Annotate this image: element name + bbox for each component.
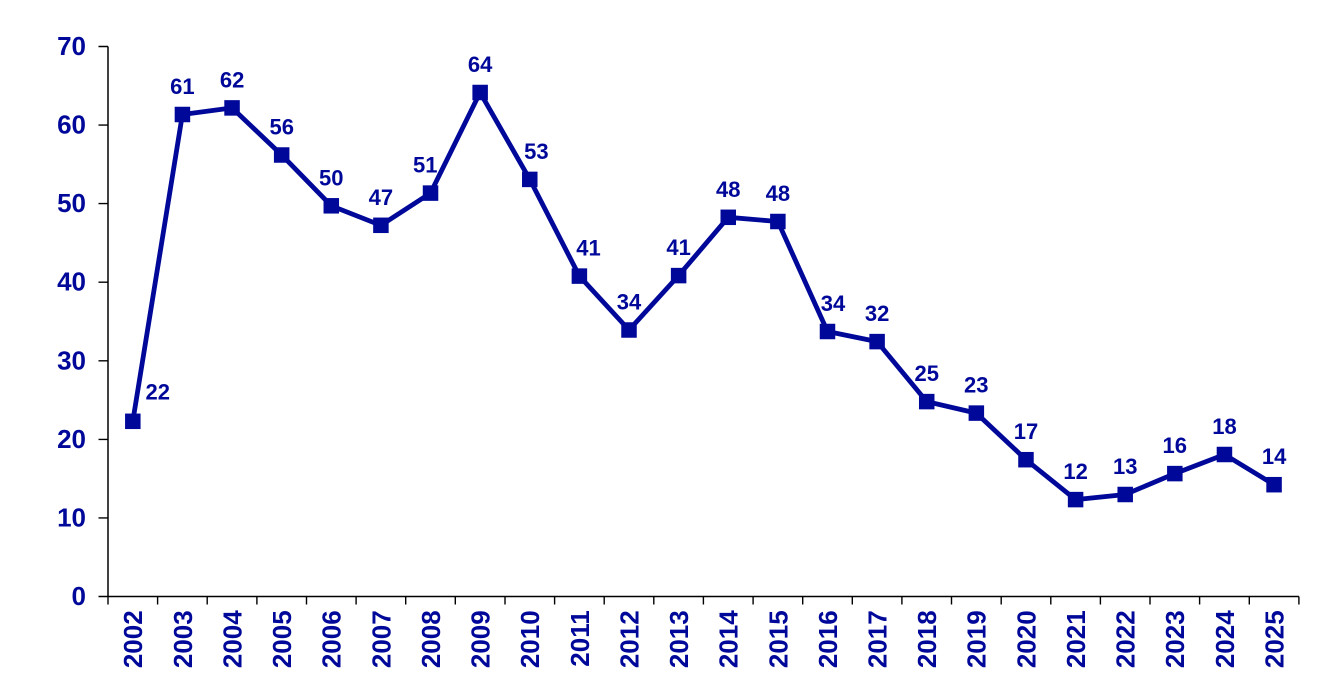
svg-text:48: 48 — [766, 181, 790, 206]
svg-text:2012: 2012 — [614, 610, 644, 668]
svg-text:2006: 2006 — [317, 610, 347, 668]
svg-text:13: 13 — [1113, 454, 1137, 479]
svg-text:2015: 2015 — [763, 610, 793, 668]
svg-text:2019: 2019 — [962, 610, 992, 668]
svg-text:61: 61 — [170, 74, 194, 99]
svg-text:41: 41 — [576, 236, 600, 261]
svg-text:2017: 2017 — [863, 610, 893, 668]
svg-text:22: 22 — [146, 379, 170, 404]
svg-text:2024: 2024 — [1210, 610, 1240, 668]
svg-text:2020: 2020 — [1011, 610, 1041, 668]
svg-text:2002: 2002 — [118, 610, 148, 668]
svg-text:2005: 2005 — [267, 610, 297, 668]
svg-text:32: 32 — [865, 301, 889, 326]
svg-text:2011: 2011 — [565, 610, 595, 666]
svg-text:2021: 2021 — [1061, 610, 1091, 668]
svg-text:14: 14 — [1262, 444, 1287, 469]
svg-text:2004: 2004 — [218, 610, 248, 668]
svg-text:2022: 2022 — [1111, 610, 1141, 668]
svg-text:40: 40 — [57, 267, 86, 297]
svg-text:60: 60 — [57, 110, 86, 140]
svg-text:25: 25 — [914, 361, 938, 386]
svg-text:20: 20 — [57, 424, 86, 454]
svg-text:30: 30 — [57, 345, 86, 375]
svg-text:12: 12 — [1063, 459, 1087, 484]
svg-text:2008: 2008 — [416, 610, 446, 668]
svg-text:2014: 2014 — [714, 610, 744, 668]
svg-text:48: 48 — [716, 177, 740, 202]
svg-text:2013: 2013 — [664, 610, 694, 668]
svg-text:10: 10 — [57, 502, 86, 532]
svg-text:2010: 2010 — [515, 610, 545, 668]
svg-text:2023: 2023 — [1160, 610, 1190, 668]
svg-text:2003: 2003 — [168, 610, 198, 668]
svg-text:62: 62 — [220, 67, 244, 92]
svg-text:16: 16 — [1163, 433, 1187, 458]
svg-text:51: 51 — [413, 153, 437, 178]
svg-text:2025: 2025 — [1260, 610, 1290, 668]
svg-text:34: 34 — [821, 291, 846, 316]
svg-text:2018: 2018 — [912, 610, 942, 668]
svg-text:64: 64 — [468, 52, 493, 77]
svg-text:41: 41 — [666, 235, 690, 260]
svg-text:50: 50 — [57, 188, 86, 218]
svg-text:2009: 2009 — [466, 610, 496, 668]
svg-text:2016: 2016 — [813, 610, 843, 668]
svg-text:34: 34 — [617, 290, 642, 315]
svg-text:47: 47 — [369, 185, 393, 210]
svg-text:56: 56 — [269, 115, 293, 140]
svg-text:18: 18 — [1212, 414, 1236, 439]
svg-text:23: 23 — [964, 373, 988, 398]
svg-text:53: 53 — [524, 139, 548, 164]
svg-text:70: 70 — [57, 31, 86, 61]
svg-text:0: 0 — [72, 581, 86, 611]
svg-text:17: 17 — [1014, 419, 1038, 444]
svg-text:2007: 2007 — [366, 610, 396, 668]
svg-text:50: 50 — [319, 165, 343, 190]
